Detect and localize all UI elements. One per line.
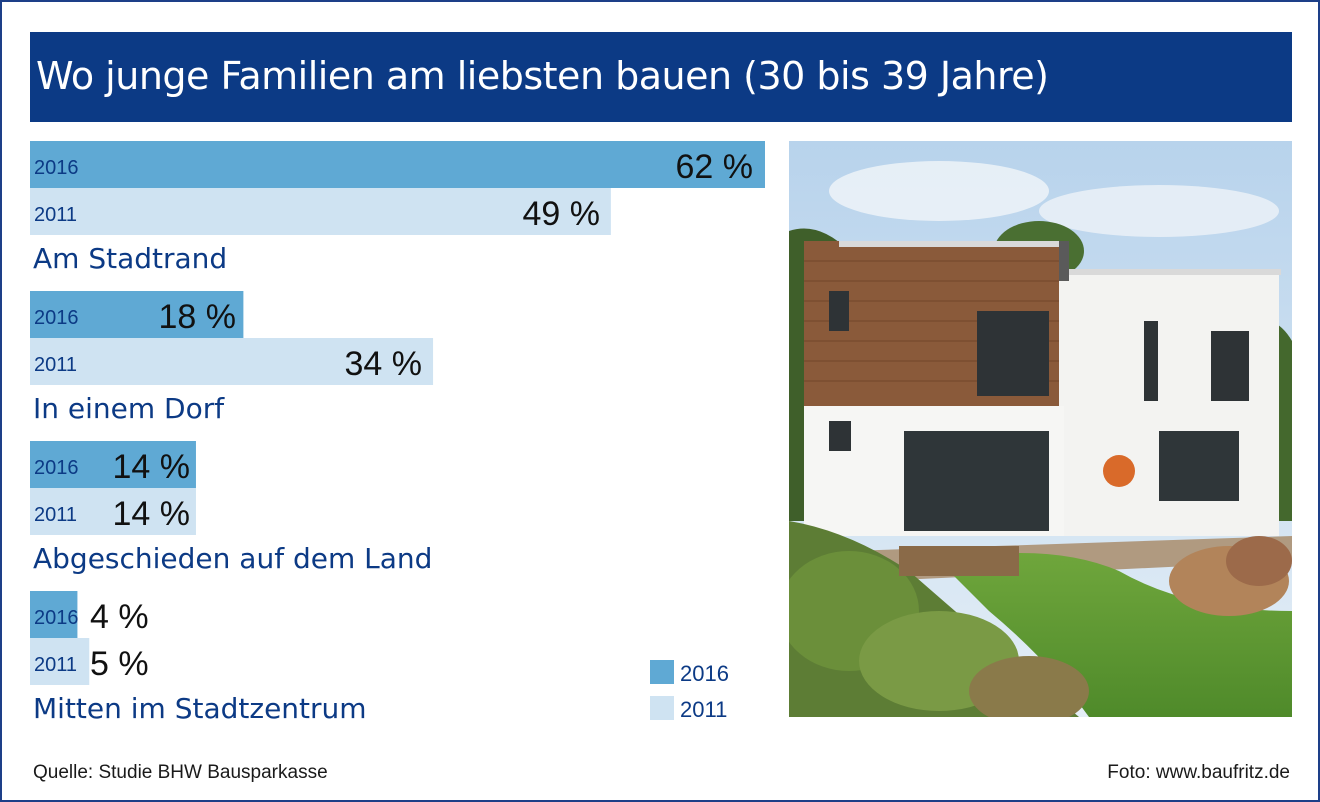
bar-2016-2 (30, 291, 244, 338)
series-label-2011-3: 2011 (34, 504, 77, 526)
bar-2011-3 (30, 488, 196, 535)
value-label-2011-4: 5 % (90, 645, 149, 683)
title-banner: Wo junge Familien am liebsten bauen (30 … (30, 32, 1292, 122)
value-label-2016-4: 4 % (90, 598, 149, 636)
value-label-2011-1: 49 % (523, 195, 601, 233)
bar-2016-4 (30, 591, 78, 638)
series-label-2016-4: 2016 (34, 607, 79, 629)
bar-chart: 2016 62 % 2011 49 % Am Stadtrand 2016 18 % 2011… (30, 141, 765, 725)
value-label-2011-3: 14 % (113, 495, 191, 533)
photo-credit: Foto: www.baufritz.de (1107, 762, 1290, 783)
series-label-2016-2: 2016 (34, 307, 79, 329)
bar-2011-2 (30, 338, 434, 385)
category-label-2: In einem Dorf (33, 392, 225, 425)
category-label-4: Mitten im Stadtzentrum (33, 692, 367, 725)
series-label-2016-1: 2016 (34, 157, 79, 179)
series-label-2011-2: 2011 (34, 354, 77, 376)
legend-label-2016: 2016 (680, 661, 729, 686)
category-label-3: Abgeschieden auf dem Land (33, 542, 432, 575)
chart-title: Wo junge Familien am liebsten bauen (30 … (36, 54, 1049, 98)
category-label-1: Am Stadtrand (33, 242, 227, 275)
source-note: Quelle: Studie BHW Bausparkasse (33, 762, 328, 783)
bar-2016-3 (30, 441, 196, 488)
bar-2011-4 (30, 638, 90, 685)
legend-label-2011: 2011 (680, 697, 727, 722)
bar-2016-1 (30, 141, 765, 188)
legend-swatch-2011 (650, 696, 674, 720)
value-label-2016-2: 18 % (159, 298, 237, 336)
bar-2011-1 (30, 188, 611, 235)
series-label-2016-3: 2016 (34, 457, 79, 479)
value-label-2011-2: 34 % (345, 345, 423, 383)
house-photo (789, 141, 1292, 717)
series-label-2011-1: 2011 (34, 204, 77, 226)
value-label-2016-1: 62 % (676, 148, 754, 186)
legend-swatch-2016 (650, 660, 674, 684)
series-label-2011-4: 2011 (34, 654, 77, 676)
value-label-2016-3: 14 % (113, 448, 191, 486)
